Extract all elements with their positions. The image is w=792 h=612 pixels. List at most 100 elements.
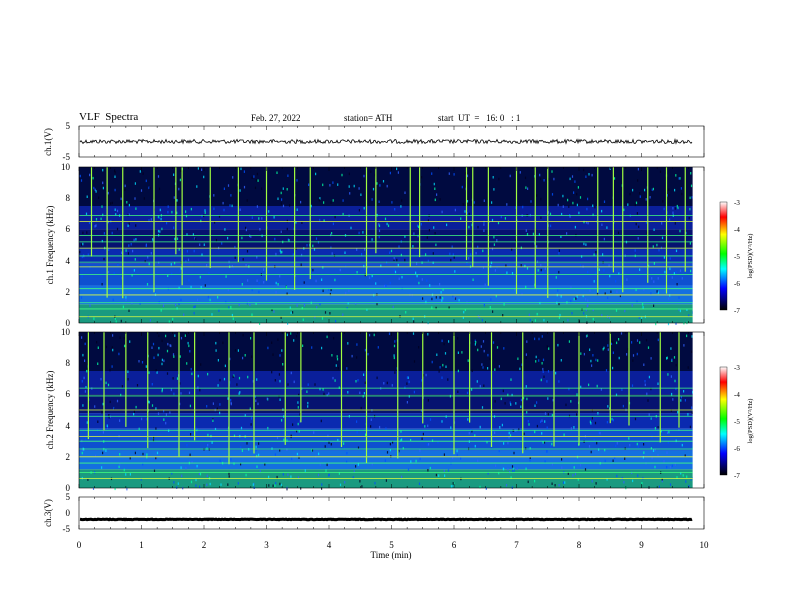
ch1-ytick-6: 6: [66, 224, 71, 234]
spectrogram-speckle: [252, 380, 254, 383]
spectrogram-band: [79, 229, 693, 249]
spectrogram-speckle: [666, 357, 668, 360]
spectrogram-speckle: [355, 380, 357, 383]
spectrogram-speckle: [561, 466, 563, 469]
spectrogram-speckle: [351, 354, 353, 358]
spectrogram-speckle: [282, 473, 284, 476]
ch2-spectrogram: [79, 332, 704, 491]
spectrogram-speckle: [233, 462, 235, 465]
spectrogram-speckle: [290, 332, 292, 335]
spectrogram-speckle: [383, 382, 385, 385]
spectrogram-speckle: [218, 309, 220, 312]
spectrogram-speckle: [251, 288, 253, 292]
spectrogram-speckle: [583, 440, 585, 443]
spectrogram-speckle: [240, 426, 243, 430]
spectrogram-speckle: [119, 453, 121, 456]
spectrogram-speckle: [301, 221, 303, 224]
spectrogram-speckle: [485, 487, 487, 490]
spectrogram-speckle: [610, 342, 613, 345]
spectrogram-speckle: [272, 484, 274, 487]
spectrogram-speckle: [405, 311, 407, 314]
spectrogram-speckle: [313, 431, 315, 434]
spectrogram-speckle: [389, 448, 391, 452]
spectrogram-speckle: [431, 439, 434, 442]
spectrogram-speckle: [416, 224, 419, 227]
spectrogram-speckle: [348, 172, 350, 176]
spectrogram-speckle: [334, 215, 336, 219]
spectrogram-speckle: [166, 221, 168, 225]
spectrogram-speckle: [384, 284, 386, 288]
spectrogram-speckle: [524, 264, 526, 268]
spectrogram-speckle: [134, 258, 136, 261]
spectrogram-speckle: [347, 302, 349, 305]
spectrogram-speckle: [377, 346, 379, 349]
spectrogram-speckle: [314, 383, 316, 386]
spectrogram-speckle: [647, 399, 649, 402]
spectrogram-speckle: [241, 449, 243, 452]
spectrogram-speckle: [281, 198, 283, 201]
spectrogram-speckle: [321, 278, 323, 281]
spectrogram-speckle: [453, 256, 455, 259]
spectrogram-speckle: [303, 304, 306, 307]
spectrogram-speckle: [286, 448, 288, 451]
spectrogram-speckle: [547, 413, 549, 416]
spectrogram-speckle: [113, 272, 115, 275]
spectrogram-speckle: [582, 294, 584, 298]
spectrogram-speckle: [120, 319, 122, 323]
spectrogram-speckle: [386, 451, 389, 454]
spectrogram-speckle: [615, 280, 617, 283]
spectrogram-speckle: [211, 313, 213, 316]
spectrogram-speckle: [280, 230, 282, 234]
spectrogram-speckle: [588, 173, 590, 176]
spectrogram-speckle: [634, 417, 637, 421]
spectrogram-speckle: [344, 251, 346, 254]
spectrogram-speckle: [276, 436, 279, 440]
spectrogram-speckle: [598, 448, 600, 451]
spectrogram-speckle: [540, 378, 542, 382]
spectrogram-speckle: [352, 476, 354, 479]
spectrogram-speckle: [155, 456, 157, 460]
spectrogram-speckle: [622, 404, 624, 408]
spectrogram-speckle: [297, 476, 299, 479]
spectrogram-speckle: [356, 356, 358, 359]
spectrogram-speckle: [567, 472, 569, 475]
spectrogram-speckle: [489, 306, 491, 309]
spectrogram-speckle: [219, 459, 221, 462]
spectrogram-speckle: [119, 336, 121, 339]
spectrogram-speckle: [688, 314, 690, 317]
spectrogram-speckle: [191, 460, 193, 464]
spectrogram-speckle: [437, 440, 439, 444]
spectrogram-speckle: [120, 197, 122, 201]
spectrogram-speckle: [557, 289, 559, 292]
spectrogram-speckle: [601, 313, 603, 317]
spectrogram-speckle: [513, 467, 515, 471]
spectrogram-speckle: [134, 182, 136, 185]
spectrogram-speckle: [251, 313, 253, 316]
spectrogram-speckle: [263, 268, 265, 271]
spectrogram-speckle: [109, 415, 111, 418]
ch3-ylabel: ch.3(V): [43, 499, 53, 527]
spectrogram-speckle: [618, 272, 620, 275]
spectrogram-speckle: [251, 355, 253, 358]
spectrogram-speckle: [392, 441, 394, 444]
spectrogram-speckle: [230, 458, 232, 461]
spectrogram-speckle: [652, 187, 654, 191]
spectrogram-speckle: [657, 382, 659, 385]
spectrogram-speckle: [435, 306, 437, 310]
spectrogram-speckle: [524, 176, 527, 180]
spectrogram-speckle: [312, 268, 314, 272]
spectrogram-speckle: [494, 368, 496, 371]
spectrogram-speckle: [514, 288, 516, 291]
spectrogram-speckle: [227, 483, 229, 486]
spectrogram-speckle: [603, 269, 605, 272]
spectrogram-speckle: [626, 353, 628, 356]
ch1-trace: [79, 137, 693, 145]
spectrogram-speckle: [153, 436, 155, 439]
spectrogram-speckle: [286, 188, 288, 191]
spectrogram-speckle: [623, 481, 625, 484]
spectrogram-speckle: [525, 385, 527, 388]
spectrogram-speckle: [542, 370, 544, 373]
spectrogram-speckle: [538, 359, 540, 362]
spectrogram-speckle: [238, 303, 240, 307]
spectrogram-speckle: [97, 362, 99, 365]
